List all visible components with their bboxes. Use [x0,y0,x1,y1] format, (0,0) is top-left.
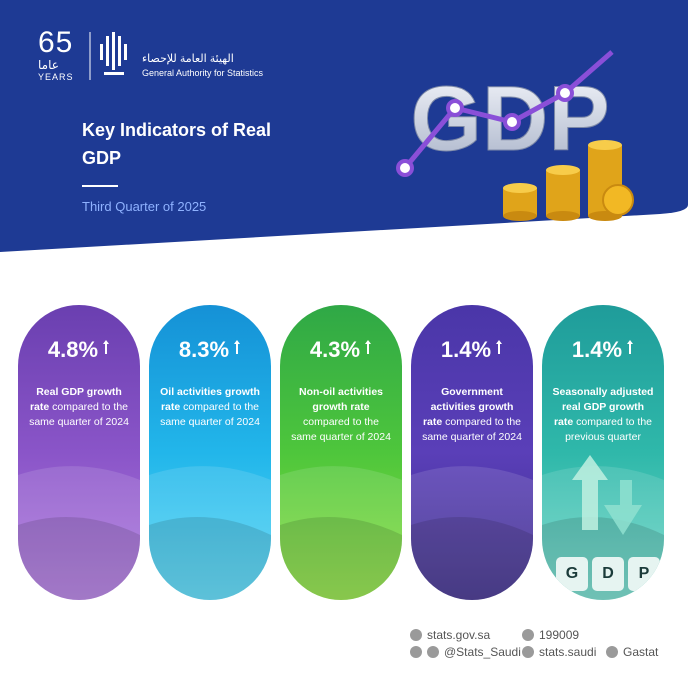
logo-years-number: 65 [38,26,74,59]
trend-points [396,84,574,177]
indicator-card: 8.3% Oil activities growth rate compared … [149,305,271,600]
footer-website: stats.gov.sa [410,628,490,642]
gdp-tile-letter: G [565,565,579,582]
card-description: Oil activities growth rate compared to t… [159,385,261,430]
card-value: 1.4% [542,337,664,363]
card-label-rest: compared to the same quarter of 2024 [160,401,260,428]
title: Key Indicators of Real GDP [82,120,272,168]
card-value-text: 8.3% [178,337,230,362]
card-value: 1.4% [411,337,533,363]
card-label-bold: Government activities growth rate [422,386,514,428]
arrow-down-deco [604,480,642,535]
indicator-card: 4.8% Real GDP growth rate compared to the… [18,305,140,600]
gdp-tile: G [556,557,588,591]
footer-twitter: @Stats_Saudi [410,645,521,659]
card-label-bold: Oil activities growth rate [160,386,260,413]
gdp-tile-letter: P [638,565,650,582]
card-value-text: 1.4% [571,337,623,362]
footer-text: stats.saudi [539,645,597,659]
up-arrow-shape [627,340,634,354]
card-label-bold: Non-oil activities growth rate [298,386,383,413]
footer-linkedin: Gastat [606,645,658,659]
card-description: Real GDP growth rate compared to the sam… [28,385,130,430]
up-arrow [365,340,372,354]
card-label-rest: compared to the previous quarter [565,416,653,443]
card-label-bold: Real GDP growth rate [29,386,122,413]
arrow-up-deco [572,455,608,530]
footer-text: stats.gov.sa [427,628,491,642]
footer-text: @Stats_Saudi [444,645,521,659]
footer-phone: 199009 [522,628,579,642]
card-shade [149,517,271,600]
up-arrow-shape [103,340,110,354]
icon [410,646,422,658]
indicator-card: 1.4% Government activities growth rate co… [411,305,533,600]
gdp-tile: D [592,557,624,591]
card-decoration [149,466,271,600]
footer-facebook: stats.saudi [522,645,596,659]
card-decoration [280,466,402,600]
gdp-tile-letter: D [602,565,614,582]
card-shade [18,466,140,600]
card-label-rest: compared to the same quarter of 2024 [422,416,522,443]
card-label-rest: compared to the same quarter of 2024 [29,401,129,428]
card-shade [149,466,271,600]
subtitle: Third Quarter of 2025 [82,199,207,214]
card-shade [411,466,533,600]
icon [522,646,534,658]
icon [522,629,534,641]
logo-icon [100,32,127,75]
icon [427,646,439,658]
footer-text: 199009 [539,628,580,642]
card-value: 8.3% [149,337,271,363]
icon [410,629,422,641]
card-description: Government activities growth rate compar… [421,385,523,445]
card-description: Non-oil activities growth rate compared … [290,385,392,445]
card-value: 4.3% [280,337,402,363]
up-arrow [103,340,110,354]
card-decoration [18,466,140,600]
up-arrow [496,340,503,354]
card-shade [280,517,402,600]
card-value-text: 4.3% [309,337,361,362]
card-label-bold: Seasonally adjusted real GDP growth rate [552,386,654,428]
card-shade [18,517,140,600]
icon [606,646,618,658]
card-shade [280,466,402,600]
logo-years-label: YEARS [38,72,74,82]
indicator-card: 1.4% Seasonally adjusted real GDP growth … [542,305,664,600]
card-label-rest: compared to the same quarter of 2024 [291,416,391,443]
logo-authority-arabic: الهيئة العامة للإحصاء [142,53,234,65]
up-arrow [234,340,241,354]
indicator-card: 4.3% Non-oil activities growth rate compa… [280,305,402,600]
footer-text: Gastat [623,645,659,659]
card-value: 4.8% [18,337,140,363]
up-arrow-shape [365,340,372,354]
card-shade [411,517,533,600]
coins [503,140,634,221]
up-arrow [627,340,634,354]
gdp-tile: P [628,557,660,591]
card-value-text: 1.4% [440,337,492,362]
logo-years-arabic: عاما [38,58,59,72]
up-arrow-shape [234,340,241,354]
card-description: Seasonally adjusted real GDP growth rate… [552,385,654,445]
card-decoration [411,466,533,600]
logo-authority-english: General Authority for Statistics [142,68,264,78]
card-value-text: 4.8% [47,337,99,362]
up-arrow-shape [496,340,503,354]
